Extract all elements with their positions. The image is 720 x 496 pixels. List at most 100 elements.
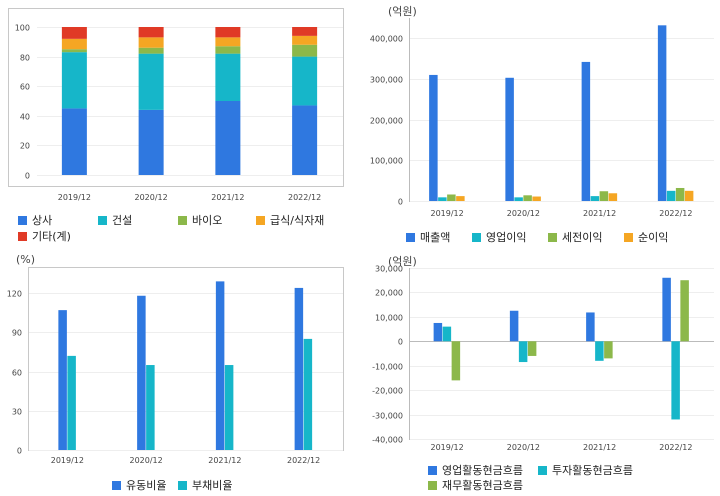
x-tick-label: 2020/12 [135,193,168,202]
bar [215,281,225,450]
chart-panel-segment-share: 0 20 40 60 80 100 2019/12 2020/12 2021/12 2022/12… [0,0,350,250]
legend-item: 건설 [98,212,132,228]
plot-frame [8,8,344,187]
x-tick-label: 2022/12 [287,456,320,465]
bar [608,193,618,201]
bar [138,47,164,54]
legend-item: 세전이익 [548,229,602,245]
chart-stability-ratios: 0 30 60 90 120 2019/12 2020/12 2021/12 2022/12 [7,267,344,465]
bar [523,195,532,201]
legend-item: 바이오 [178,212,222,228]
bar [586,312,595,342]
bar [675,187,685,201]
legend-label: 세전이익 [562,231,603,244]
bar [303,338,313,450]
bar [61,108,87,175]
bar [215,46,241,54]
bar [662,277,671,342]
x-tick-label: 2021/12 [211,193,244,202]
bar [451,341,461,381]
legend-swatch [112,481,121,490]
unit-label: (억원) [388,5,417,18]
bar [292,27,318,36]
bar [292,105,318,175]
y-tick-label: 0 [398,198,403,207]
legend-item: 부채비율 [178,477,232,493]
y-tick-label: 100,000 [370,157,403,166]
bar [215,37,241,47]
bar [138,109,164,175]
bar [138,37,164,48]
x-tick-label: 2019/12 [51,456,84,465]
bar [61,52,87,109]
x-tick-label: 2021/12 [583,209,616,218]
bar [604,341,613,359]
bar [61,27,87,39]
bar [292,44,318,57]
x-tick-label: 2019/12 [431,209,464,218]
chart-segment-share: 0 20 40 60 80 100 2019/12 2020/12 2021/12 2022/12 [8,8,344,202]
y-tick-label: 60 [20,83,30,92]
bar [137,295,146,450]
bar [514,197,523,201]
bar [61,49,87,53]
bar [215,27,241,38]
legend-item: 투자활동현금흐름 [538,462,633,478]
y-tick-label: 120 [7,290,22,299]
legend-item: 상사 [18,212,52,228]
bar [215,53,241,101]
legend-label: 상사 [32,214,53,227]
y-tick-label: -30,000 [372,412,403,421]
legend-item: 재무활동현금흐름 [428,477,523,493]
bar [292,35,318,45]
y-tick-label: 300,000 [370,76,403,85]
y-tick-label: 30,000 [375,265,403,274]
legend-item: 순이익 [624,229,668,245]
bar [509,310,519,342]
x-tick-label: 2022/12 [659,443,692,452]
legend-swatch [428,481,437,490]
legend-item: 영업이익 [472,229,526,245]
bar [294,287,304,450]
bar [527,341,537,356]
x-tick-label: 2022/12 [659,209,692,218]
bar [599,191,609,201]
legend-swatch [18,232,27,241]
bar [61,38,87,50]
bar [590,196,600,201]
y-tick-label: 90 [12,329,22,338]
y-tick-label: 10,000 [375,314,403,323]
bar [680,280,689,342]
legend-label: 영업활동현금흐름 [442,464,523,477]
bar [442,326,452,342]
unit-label: (%) [16,253,36,266]
legend-segment-share: 상사 건설 바이오 급식/식자재 기타(계) [18,212,348,248]
bar [518,341,528,363]
y-tick-label: 100 [15,24,30,33]
y-tick-label: -10,000 [372,363,403,372]
legend-swatch [178,216,187,225]
bar [671,341,680,420]
chart-panel-cash-flow: (억원) -40,000 -30,000 -20,000 -10,000 0 10,000… [360,250,720,496]
bar [58,310,67,450]
legend-label: 투자활동현금흐름 [552,464,633,477]
bar [215,101,241,175]
legend-swatch [472,233,481,242]
legend-item: 유동비율 [112,477,166,493]
bar [447,194,456,201]
legend-swatch [406,233,415,242]
y-tick-label: 80 [20,54,30,63]
y-tick-label: 0 [25,172,30,181]
bar [456,196,465,201]
legend-item: 급식/식자재 [256,212,324,228]
bar [224,365,234,450]
bar [438,197,447,201]
legend-swatch [256,216,265,225]
legend-swatch [18,216,27,225]
legend-item: 영업활동현금흐름 [428,462,523,478]
chart-cash-flow: -40,000 -30,000 -20,000 -10,000 0 10,000 20,00… [372,265,714,452]
x-tick-label: 2020/12 [130,456,163,465]
bar [666,190,676,201]
y-tick-label: 0 [17,447,22,456]
y-tick-label: -20,000 [372,387,403,396]
